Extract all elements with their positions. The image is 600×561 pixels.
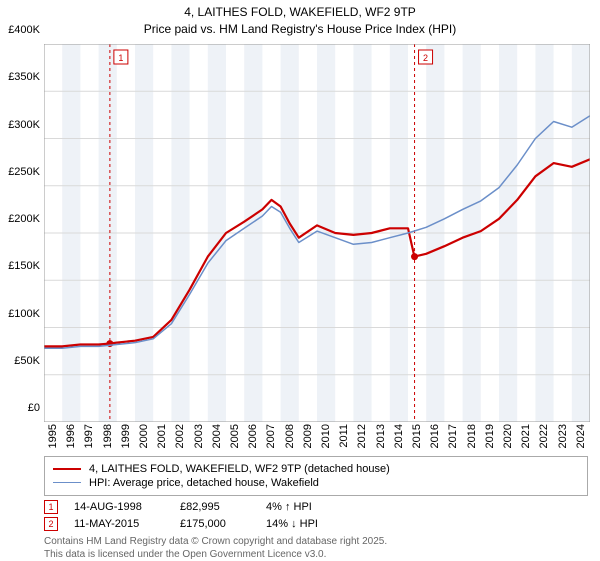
marker-diff: 4% ↑ HPI [266,501,356,513]
legend-swatch-price-paid [53,468,81,470]
y-tick-label: £50K [0,355,40,367]
x-tick-label: 2005 [229,424,241,448]
title-line1: 4, LAITHES FOLD, WAKEFIELD, WF2 9TP [0,4,600,21]
marker-date: 14-AUG-1998 [74,501,164,513]
y-tick-label: £350K [0,71,40,83]
y-tick-label: £300K [0,119,40,131]
title-line2: Price paid vs. HM Land Registry's House … [0,21,600,38]
x-tick-label: 2012 [356,424,368,448]
x-tick-label: 2007 [265,424,277,448]
event-marker-row: 1 14-AUG-1998 £82,995 4% ↑ HPI [44,500,588,514]
x-tick-label: 2023 [557,424,569,448]
x-tick-label: 2004 [211,424,223,448]
x-tick-label: 1995 [47,424,59,448]
marker-date: 11-MAY-2015 [74,518,164,530]
x-tick-label: 1996 [65,424,77,448]
y-tick-label: £250K [0,166,40,178]
x-tick-label: 2017 [447,424,459,448]
event-marker-table: 1 14-AUG-1998 £82,995 4% ↑ HPI 2 11-MAY-… [44,500,588,531]
x-tick-label: 2022 [538,424,550,448]
x-tick-label: 2013 [375,424,387,448]
x-tick-label: 2024 [575,424,587,448]
footnote-line: Contains HM Land Registry data © Crown c… [44,535,588,548]
x-tick-label: 2020 [502,424,514,448]
x-tick-label: 2011 [338,424,350,448]
x-tick-label: 2016 [429,424,441,448]
x-tick-label: 2002 [174,424,186,448]
legend-row: 4, LAITHES FOLD, WAKEFIELD, WF2 9TP (det… [53,463,579,475]
legend-row: HPI: Average price, detached house, Wake… [53,477,579,489]
x-tick-label: 2006 [247,424,259,448]
x-tick-label: 1999 [120,424,132,448]
x-tick-label: 2001 [156,424,168,448]
x-tick-label: 1997 [83,424,95,448]
legend: 4, LAITHES FOLD, WAKEFIELD, WF2 9TP (det… [44,456,588,496]
svg-text:1: 1 [118,53,123,63]
y-axis-labels: £0£50K£100K£150K£200K£250K£300K£350K£400… [0,30,42,408]
chart-svg: 12 [44,44,590,422]
marker-diff: 14% ↓ HPI [266,518,356,530]
legend-label: 4, LAITHES FOLD, WAKEFIELD, WF2 9TP (det… [89,463,390,475]
chart-plot-area: 12 [44,44,590,422]
x-tick-label: 1998 [102,424,114,448]
chart-title: 4, LAITHES FOLD, WAKEFIELD, WF2 9TP Pric… [0,0,600,38]
x-axis-labels: 1995 1996 1997 1998 1999 2000 2001 2002 2003 2004… [44,422,590,452]
x-tick-label: 2003 [193,424,205,448]
x-tick-label: 2019 [484,424,496,448]
y-tick-label: £150K [0,260,40,272]
y-tick-label: £0 [0,402,40,414]
marker-price: £175,000 [180,518,250,530]
x-tick-label: 2014 [393,424,405,448]
x-tick-label: 2015 [411,424,423,448]
marker-badge: 1 [44,500,58,514]
y-tick-label: £400K [0,24,40,36]
x-tick-label: 2018 [466,424,478,448]
svg-text:2: 2 [423,53,428,63]
legend-swatch-hpi [53,482,81,483]
footnote: Contains HM Land Registry data © Crown c… [44,535,588,561]
x-tick-label: 2021 [520,424,532,448]
x-tick-label: 2008 [284,424,296,448]
legend-label: HPI: Average price, detached house, Wake… [89,477,319,489]
x-tick-label: 2000 [138,424,150,448]
event-marker-row: 2 11-MAY-2015 £175,000 14% ↓ HPI [44,517,588,531]
y-tick-label: £200K [0,213,40,225]
x-tick-label: 2009 [302,424,314,448]
x-tick-label: 2010 [320,424,332,448]
marker-badge: 2 [44,517,58,531]
page-container: 4, LAITHES FOLD, WAKEFIELD, WF2 9TP Pric… [0,0,600,560]
y-tick-label: £100K [0,308,40,320]
footnote-line: This data is licensed under the Open Gov… [44,548,588,561]
marker-price: £82,995 [180,501,250,513]
